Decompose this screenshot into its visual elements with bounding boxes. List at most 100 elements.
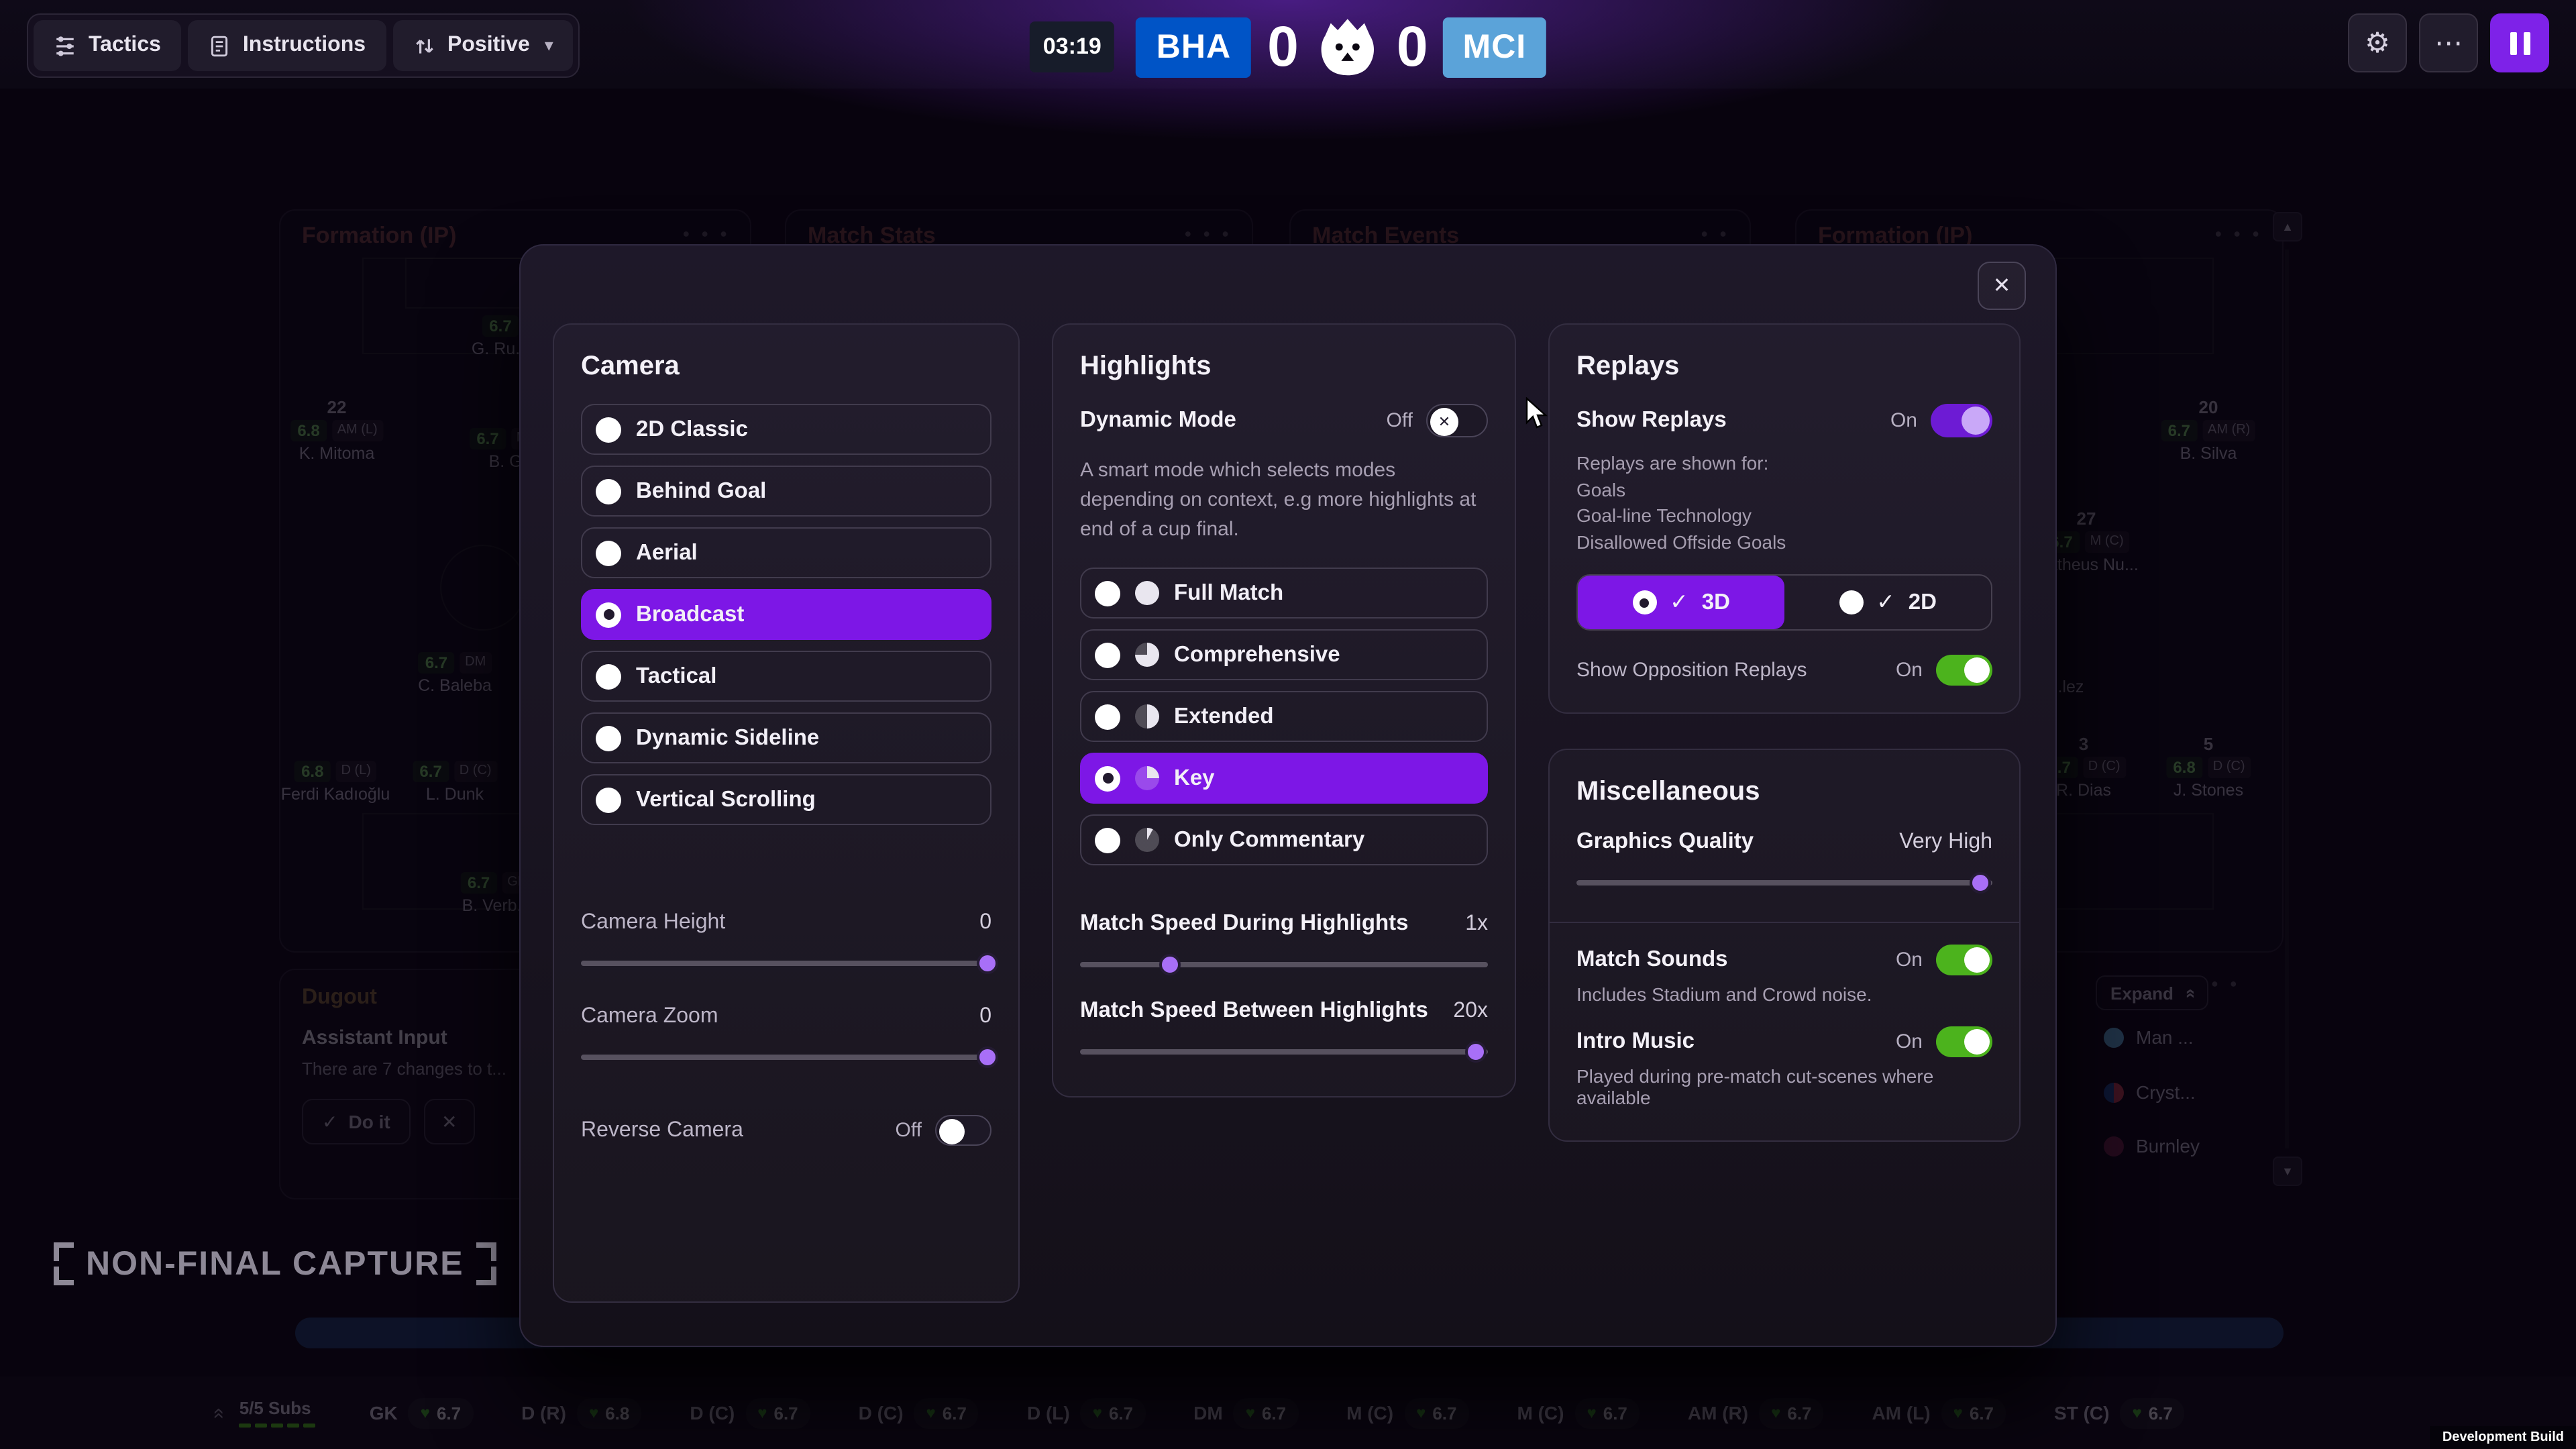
speed-between-slider[interactable] [1080,1040,1488,1065]
radio-icon [1095,704,1120,730]
divider [1550,922,2019,924]
graphics-quality-slider[interactable] [1576,871,1992,896]
bracket-icon [54,1242,74,1285]
intro-music-state: On [1895,1030,1923,1054]
highlight-option-comprehensive[interactable]: Comprehensive [1080,629,1488,681]
replay-mode-2d-button[interactable]: ✓ 2D [1784,576,1991,630]
camera-height-slider[interactable] [581,951,998,975]
camera-option-aerial[interactable]: Aerial [581,527,991,578]
camera-option-behind-goal[interactable]: Behind Goal [581,466,991,517]
match-sounds-toggle[interactable] [1936,945,1992,976]
slider-thumb[interactable] [976,953,998,974]
dynamic-mode-toggle[interactable]: ✕ [1426,404,1488,437]
opposition-replays-label: Show Opposition Replays [1576,659,1807,682]
match-sounds-label: Match Sounds [1576,947,1728,972]
bracket-icon [482,1242,496,1285]
intro-music-label: Intro Music [1576,1029,1695,1054]
camera-option-2d-classic[interactable]: 2D Classic [581,404,991,455]
miscellaneous-title: Miscellaneous [1576,777,1760,807]
replays-title: Replays [1576,352,1680,381]
slider-thumb[interactable] [976,1046,998,1068]
miscellaneous-panel: Miscellaneous Graphics Quality Very High… [1548,749,2021,1142]
pie-sliver-icon [1135,828,1159,853]
camera-zoom-slider[interactable] [581,1045,998,1069]
settings-button[interactable]: ⚙ [2348,13,2407,72]
replays-shown-for-item: Goals [1576,478,1626,500]
radio-icon [1095,580,1120,606]
opposition-replays-state: On [1895,659,1923,682]
show-replays-label: Show Replays [1576,408,1727,432]
tactics-button-group: Tactics Instructions Positive ▾ [27,13,580,78]
replays-panel: Replays Show Replays On Replays are show… [1548,323,2021,714]
camera-option-tactical[interactable]: Tactical [581,651,991,702]
speed-during-slider[interactable] [1080,953,1488,977]
speed-during-label: Match Speed During Highlights [1080,911,1409,936]
chevron-down-icon: ▾ [544,35,553,55]
show-replays-state: On [1890,409,1917,432]
instructions-icon [211,35,228,56]
instructions-button[interactable]: Instructions [187,20,386,71]
radio-checked-icon [1095,765,1120,792]
camera-option-vertical-scrolling[interactable]: Vertical Scrolling [581,774,991,825]
highlights-title: Highlights [1080,352,1212,381]
replay-mode-3d-button[interactable]: ✓ 3D [1578,576,1784,630]
reverse-camera-label: Reverse Camera [581,1118,743,1141]
mentality-icon [415,38,433,53]
radio-icon [1095,642,1120,668]
radio-icon [596,478,621,504]
close-icon: ✕ [1992,275,2011,298]
reverse-camera-toggle[interactable] [935,1115,991,1146]
radio-icon [596,787,621,812]
more-options-button[interactable]: ⋯ [2419,13,2478,72]
slider-thumb[interactable] [1159,954,1181,976]
highlight-option-only-commentary[interactable]: Only Commentary [1080,814,1488,866]
radio-checked-icon [1632,590,1657,615]
radio-icon [596,540,621,566]
close-icon: ✕ [1430,407,1458,435]
ellipsis-icon: ⋯ [2434,28,2463,58]
non-final-capture-watermark: NON-FINAL CAPTURE [54,1242,496,1285]
camera-height-label: Camera Height [581,911,726,934]
home-score: 0 [1267,15,1299,78]
camera-panel: Camera 2D Classic Behind Goal Aerial Bro… [553,323,1020,1303]
radio-icon [596,417,621,442]
match-top-bar: Tactics Instructions Positive ▾ 03:19 BH… [0,0,2576,188]
match-clock: 03:19 [1029,21,1115,72]
highlight-option-key[interactable]: Key [1080,753,1488,804]
speed-between-label: Match Speed Between Highlights [1080,998,1428,1023]
tactics-button[interactable]: Tactics [34,20,181,71]
camera-zoom-label: Camera Zoom [581,1005,718,1028]
dynamic-mode-label: Dynamic Mode [1080,408,1236,432]
match-settings-modal: ✕ Camera 2D Classic Behind Goal Aerial B… [519,244,2057,1347]
tactics-icon [56,36,74,56]
highlight-option-extended[interactable]: Extended [1080,691,1488,743]
intro-music-description: Played during pre-match cut-scenes where… [1576,1065,1934,1109]
dynamic-mode-state: Off [1386,409,1413,432]
camera-height-value: 0 [979,911,991,934]
show-replays-toggle[interactable] [1931,404,1992,437]
slider-thumb[interactable] [1969,872,1991,894]
graphics-quality-value: Very High [1899,830,1992,853]
opposition-replays-toggle[interactable] [1936,655,1992,686]
camera-title: Camera [581,352,680,381]
radio-icon [596,725,621,751]
intro-music-toggle[interactable] [1936,1026,1992,1058]
camera-option-broadcast[interactable]: Broadcast [581,589,991,640]
highlights-panel: Highlights Dynamic Mode Off ✕ A smart mo… [1052,323,1516,1098]
close-modal-button[interactable]: ✕ [1978,262,2026,310]
mentality-dropdown[interactable]: Positive ▾ [392,20,574,71]
slider-thumb[interactable] [1464,1041,1487,1063]
away-team-abbr: MCI [1442,17,1547,77]
check-icon: ✓ [1670,590,1688,615]
highlight-option-full-match[interactable]: Full Match [1080,568,1488,619]
replays-shown-for-item: Goal-line Technology [1576,504,1752,527]
pause-button[interactable] [2490,13,2549,72]
radio-icon [1095,827,1120,853]
pie-full-icon [1135,581,1159,606]
pause-icon [2510,32,2530,54]
camera-option-dynamic-sideline[interactable]: Dynamic Sideline [581,712,991,763]
scoreboard: 03:19 BHA 0 0 MCI [1029,15,1547,79]
graphics-quality-label: Graphics Quality [1576,829,1754,854]
top-right-controls: ⚙ ⋯ [2348,13,2549,72]
home-team-abbr: BHA [1136,17,1252,77]
